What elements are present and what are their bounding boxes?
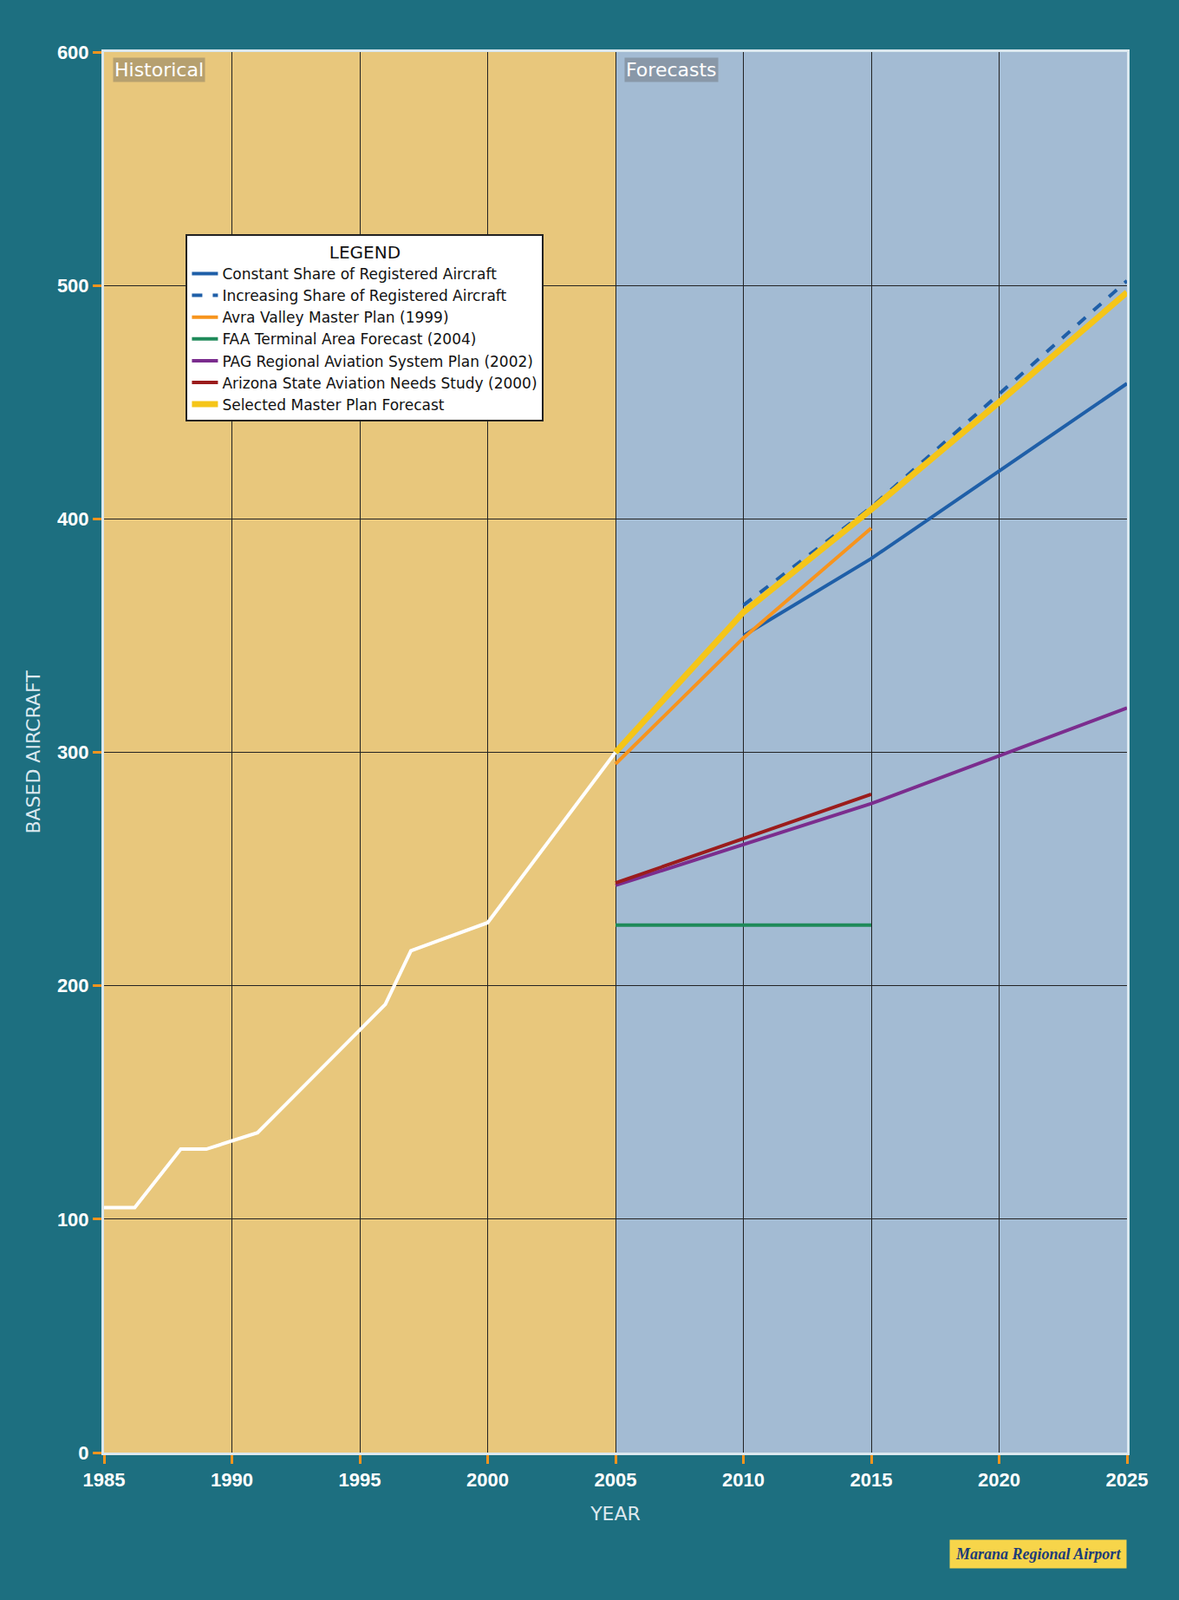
svg-text:200: 200 — [57, 974, 90, 997]
svg-text:2000: 2000 — [466, 1468, 509, 1491]
svg-text:400: 400 — [57, 508, 90, 530]
svg-text:1995: 1995 — [338, 1468, 382, 1491]
svg-text:2010: 2010 — [722, 1468, 765, 1491]
svg-text:Avra Valley Master Plan (1999): Avra Valley Master Plan (1999) — [221, 308, 449, 326]
svg-text:Selected Master Plan Forecast: Selected Master Plan Forecast — [221, 396, 444, 414]
svg-text:Forecasts: Forecasts — [625, 58, 717, 81]
svg-text:1985: 1985 — [83, 1468, 126, 1491]
svg-text:600: 600 — [57, 41, 90, 64]
svg-text:2015: 2015 — [850, 1468, 893, 1491]
svg-text:2020: 2020 — [977, 1468, 1021, 1491]
svg-text:Increasing Share of Registered: Increasing Share of Registered Aircraft — [221, 286, 507, 305]
svg-text:100: 100 — [57, 1208, 90, 1231]
svg-text:FAA Terminal Area Forecast (20: FAA Terminal Area Forecast (2004) — [221, 330, 476, 348]
svg-text:1990: 1990 — [210, 1468, 254, 1491]
svg-text:Constant Share of Registered A: Constant Share of Registered Aircraft — [221, 265, 497, 283]
svg-text:500: 500 — [57, 274, 90, 297]
svg-text:0: 0 — [78, 1441, 89, 1464]
svg-text:LEGEND: LEGEND — [329, 241, 401, 263]
svg-text:2025: 2025 — [1106, 1468, 1149, 1491]
svg-text:2005: 2005 — [594, 1468, 638, 1491]
svg-text:Historical: Historical — [114, 58, 204, 81]
svg-text:BASED AIRCRAFT: BASED AIRCRAFT — [22, 670, 45, 834]
svg-text:PAG Regional Aviation System P: PAG Regional Aviation System Plan (2002) — [221, 352, 534, 371]
svg-text:Arizona State Aviation Needs S: Arizona State Aviation Needs Study (2000… — [221, 374, 537, 392]
svg-text:YEAR: YEAR — [589, 1502, 641, 1525]
svg-text:300: 300 — [57, 741, 90, 763]
svg-text:Marana Regional Airport: Marana Regional Airport — [955, 1544, 1121, 1563]
